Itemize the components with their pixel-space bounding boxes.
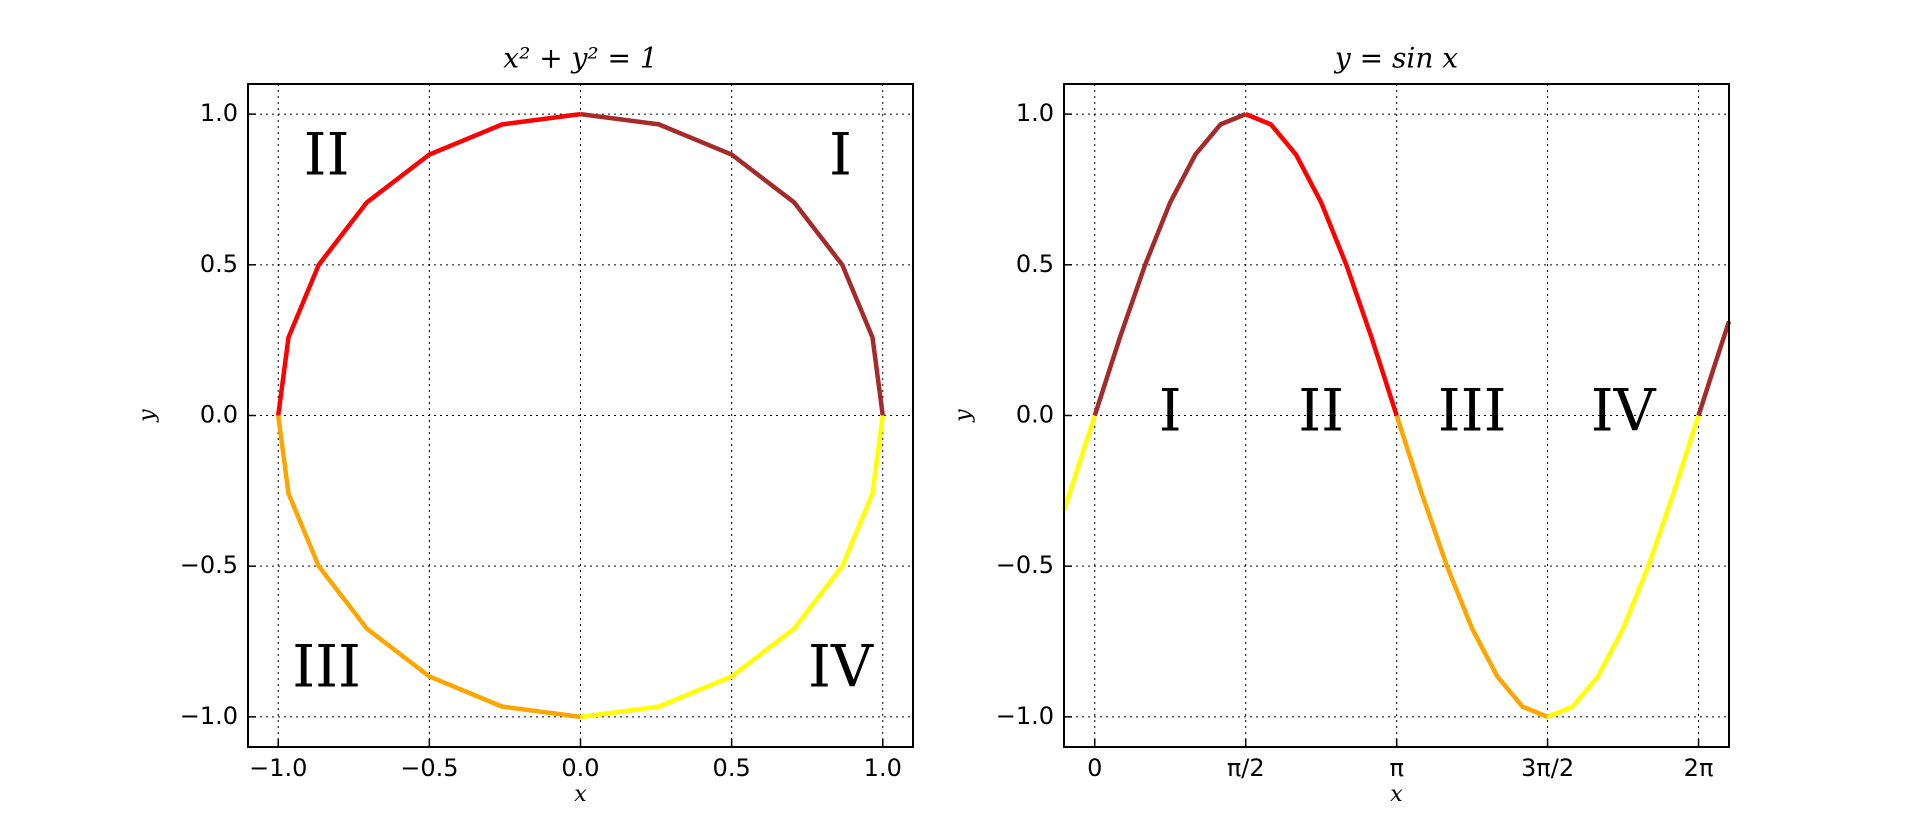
- chart-title: y = sin x: [1333, 42, 1458, 75]
- axes-frame: [247, 83, 914, 748]
- line-series: [580, 111, 886, 416]
- y-tick-label: −0.5: [180, 551, 238, 579]
- x-tick-label: 2π: [1684, 754, 1714, 782]
- annotation: I: [1159, 377, 1182, 445]
- annotation: II: [1298, 377, 1344, 445]
- x-tick-label: 0: [1087, 754, 1102, 782]
- line-series: [275, 415, 581, 720]
- x-tick-label: −1.0: [249, 754, 307, 782]
- y-tick-label: −1.0: [996, 702, 1054, 730]
- y-tick-label: 0.5: [1016, 250, 1054, 278]
- y-tick-label: −1.0: [180, 702, 238, 730]
- annotation: IV: [808, 633, 874, 701]
- line-series: [1092, 112, 1247, 417]
- x-tick-label: 1.0: [864, 754, 902, 782]
- x-tick-label: 0.0: [561, 754, 599, 782]
- line-series: [1696, 320, 1732, 417]
- axes-frame: [1063, 83, 1730, 748]
- y-axis-label: y: [951, 409, 976, 423]
- y-tick-label: −0.5: [996, 551, 1054, 579]
- annotation: IV: [1591, 377, 1657, 445]
- annotation: III: [292, 633, 361, 701]
- line-series: [1061, 414, 1097, 512]
- y-tick-label: 0.0: [1016, 401, 1054, 429]
- line-series: [580, 415, 886, 720]
- annotation: III: [1438, 377, 1507, 445]
- line-series: [1394, 414, 1549, 719]
- line-series: [1546, 414, 1701, 719]
- x-axis-label: x: [574, 782, 587, 807]
- x-tick-label: π: [1389, 754, 1403, 782]
- line-series: [275, 111, 581, 416]
- x-axis-label: x: [1390, 782, 1403, 807]
- chart-title: x² + y² = 1: [503, 42, 657, 75]
- line-series: [1244, 112, 1399, 417]
- x-tick-label: −0.5: [400, 754, 458, 782]
- x-tick-label: π/2: [1227, 754, 1265, 782]
- y-axis-label: y: [135, 409, 160, 423]
- y-tick-label: 0.0: [200, 401, 238, 429]
- y-tick-label: 1.0: [1016, 99, 1054, 127]
- y-tick-label: 1.0: [200, 99, 238, 127]
- y-tick-label: 0.5: [200, 250, 238, 278]
- annotation: II: [304, 120, 350, 188]
- x-tick-label: 0.5: [713, 754, 751, 782]
- x-tick-label: 3π/2: [1521, 754, 1574, 782]
- annotation: I: [829, 120, 852, 188]
